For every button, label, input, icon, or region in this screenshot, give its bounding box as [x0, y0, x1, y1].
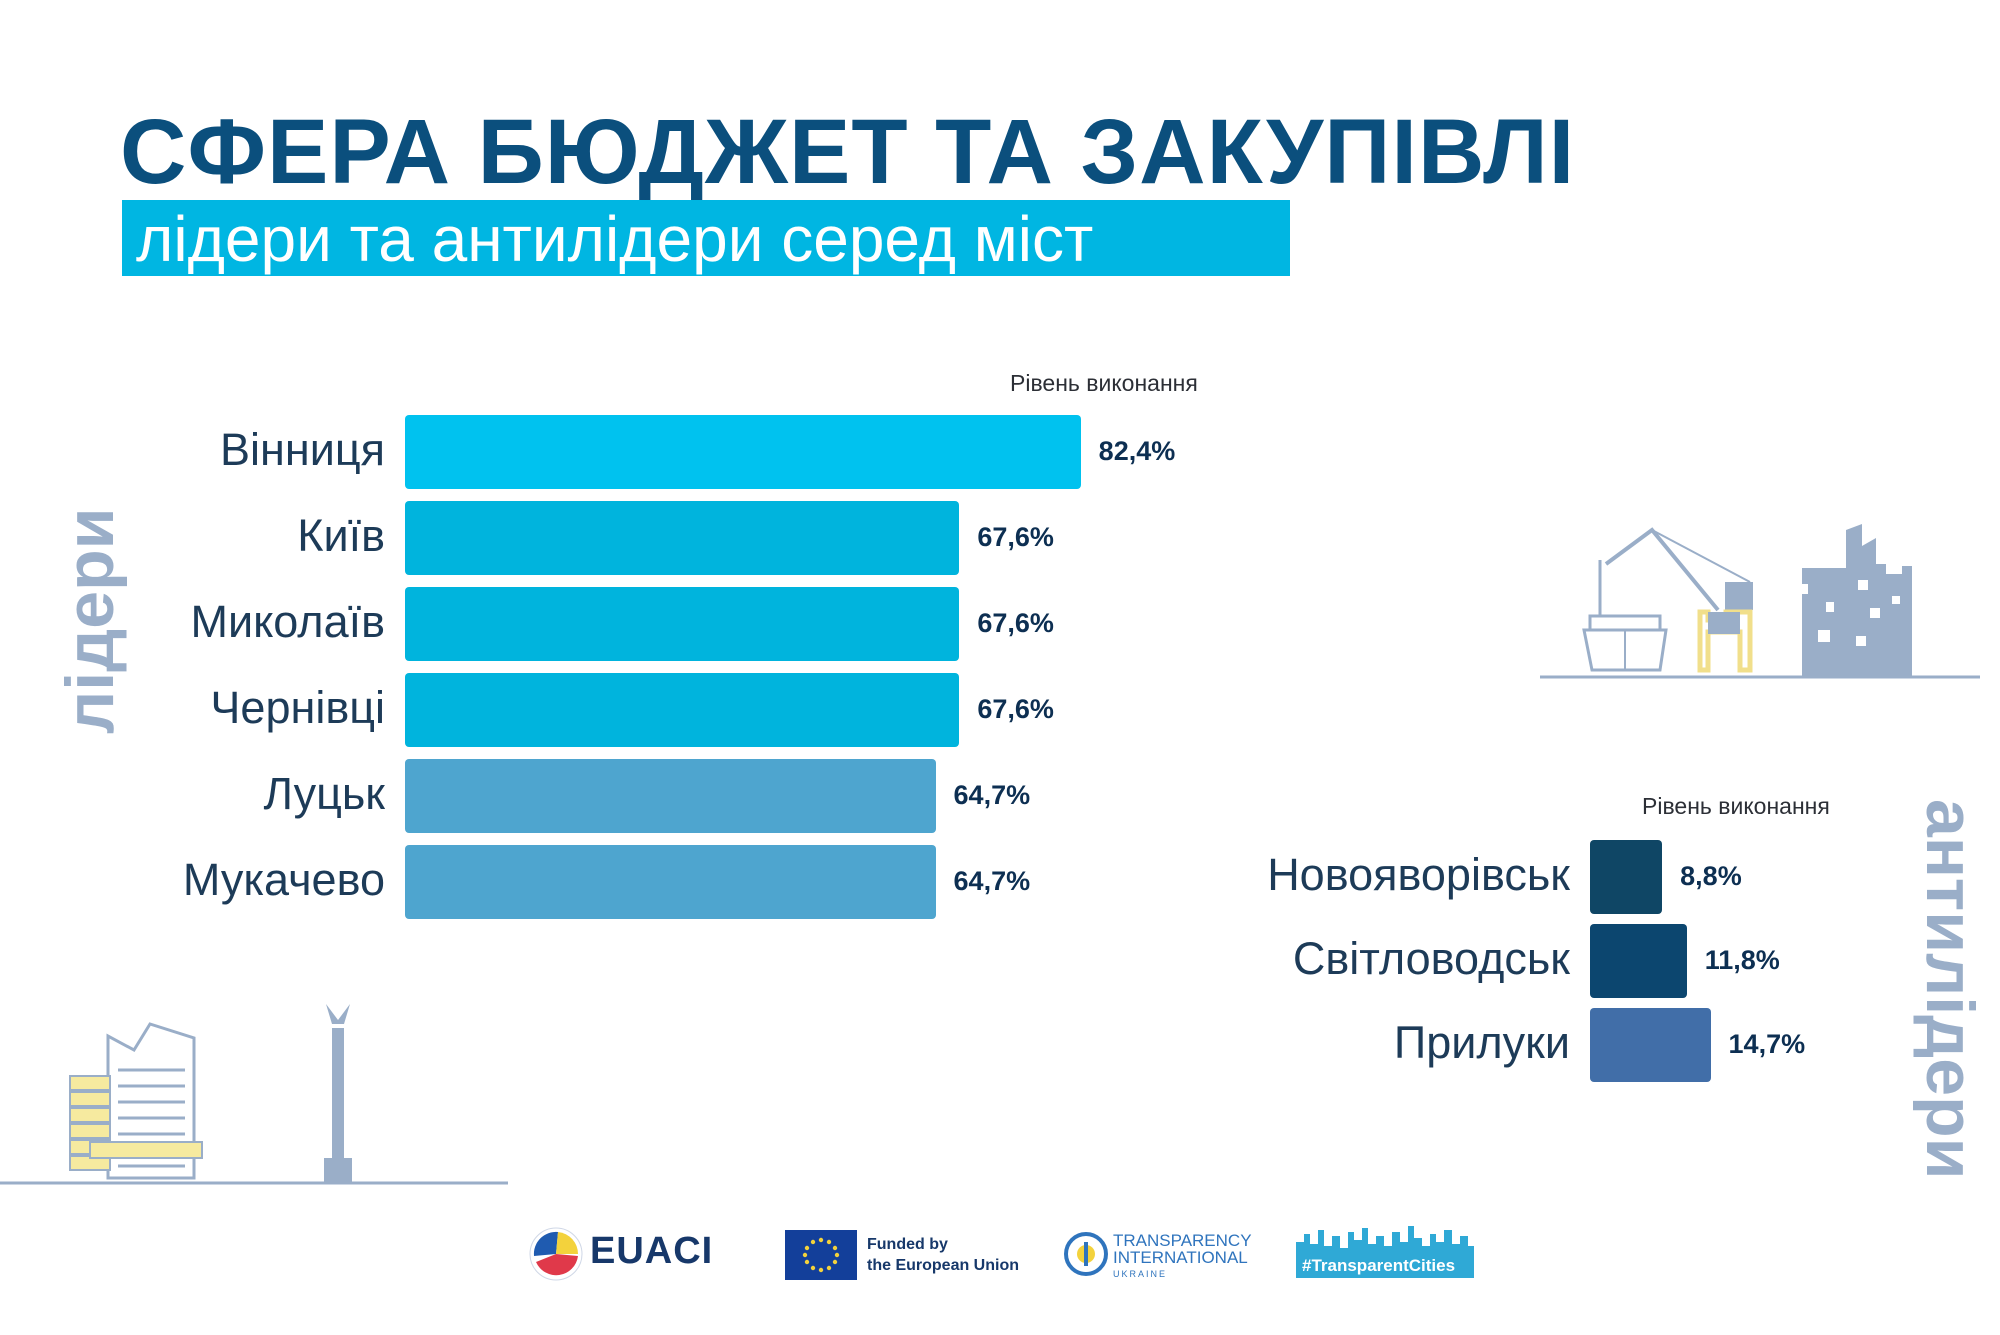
- transparency-international-text: TRANSPARENCY INTERNATIONAL UKRAINE: [1113, 1232, 1252, 1283]
- euaci-logo-icon: [529, 1227, 583, 1281]
- eu-flag-icon: [785, 1230, 857, 1280]
- antileaders-value-label: Рівень виконання: [1642, 793, 1830, 819]
- page-title: СФЕРА БЮДЖЕТ ТА ЗАКУПІВЛІ: [120, 101, 1576, 203]
- leaders-category-label: Вінниця: [220, 424, 385, 475]
- leaders-bar: [405, 845, 936, 919]
- leaders-bar: [405, 587, 960, 661]
- leaders-value-label: 64,7%: [953, 780, 1031, 810]
- transparent-cities-hashtag: #TransparentCities: [1302, 1256, 1456, 1275]
- leaders-category-label: Миколаїв: [190, 596, 385, 647]
- eu-funding-line-1: Funded by: [867, 1236, 948, 1253]
- leaders-value-label: 64,7%: [953, 866, 1031, 896]
- euaci-logo-text: EUACI: [590, 1230, 714, 1272]
- eu-funding-text: Funded by the European Union: [867, 1234, 1019, 1276]
- transparent-cities-skyline-icon: [1296, 1226, 1474, 1254]
- leaders-bar: [405, 759, 936, 833]
- ti-line-1: TRANSPARENCY: [1113, 1231, 1252, 1250]
- kyiv-buildings-icon: [0, 1022, 508, 1185]
- leaders-value-label: 67,6%: [977, 694, 1054, 724]
- independence-monument-icon: [324, 1004, 352, 1182]
- leaders-category-label: Мукачево: [182, 854, 385, 905]
- leaders-category-label: Чернівці: [210, 682, 385, 733]
- eu-funding-line-2: the European Union: [867, 1257, 1019, 1274]
- antileaders-value-label: 14,7%: [1728, 1029, 1806, 1059]
- leaders-value-label: 82,4%: [1098, 436, 1176, 466]
- leaders-bar: [405, 415, 1081, 489]
- leaders-category-label: Київ: [297, 510, 385, 561]
- ti-line-3: UKRAINE: [1113, 1269, 1168, 1279]
- antileaders-category-label: Новояворівськ: [1267, 849, 1570, 900]
- antileaders-category-label: Світловодськ: [1292, 933, 1570, 984]
- antileaders-group-label: антилідери: [1912, 799, 1988, 1180]
- transparent-cities-badge: [1296, 1253, 1474, 1278]
- leaders-value-label: Рівень виконання: [1010, 370, 1198, 396]
- shipyard-crane-icon: [1540, 524, 1980, 679]
- leaders-value-label: 67,6%: [977, 522, 1054, 552]
- antileaders-category-label: Прилуки: [1393, 1017, 1570, 1068]
- leaders-value-label: 67,6%: [977, 608, 1054, 638]
- leaders-bar: [405, 673, 960, 747]
- transparency-international-logo-icon: [1064, 1232, 1108, 1276]
- subtitle-banner: [122, 200, 1290, 276]
- antileaders-value-label: 11,8%: [1704, 945, 1780, 975]
- antileaders-bar: [1590, 924, 1687, 998]
- leaders-category-label: Луцьк: [263, 768, 385, 819]
- leaders-bar: [405, 501, 960, 575]
- ti-line-2: INTERNATIONAL: [1113, 1248, 1248, 1267]
- page-subtitle: лідери та антилідери серед міст: [136, 203, 1094, 275]
- antileaders-bar: [1590, 840, 1663, 914]
- antileaders-bar: [1590, 1008, 1711, 1082]
- antileaders-value-label: 8,8%: [1680, 861, 1742, 891]
